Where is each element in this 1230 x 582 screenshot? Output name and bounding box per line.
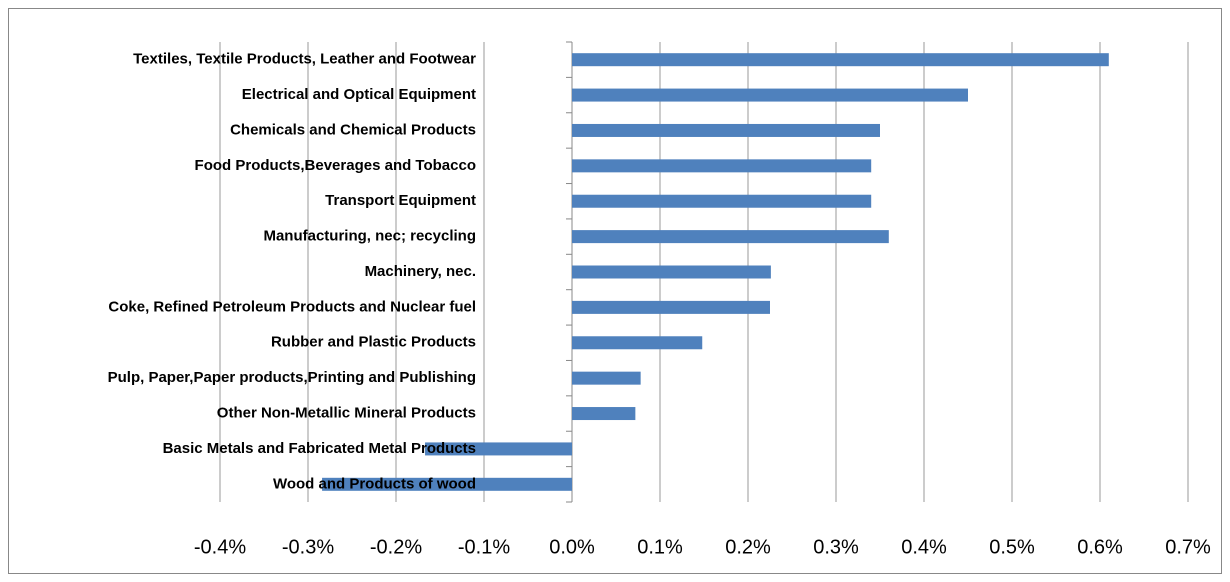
bar [572, 336, 703, 350]
bar [572, 407, 636, 421]
category-label: Machinery, nec. [365, 263, 476, 280]
category-label: Rubber and Plastic Products [271, 334, 476, 351]
bar [572, 371, 641, 385]
x-tick-label: -0.1% [458, 536, 510, 558]
bar [572, 123, 880, 137]
x-tick-label: 0.6% [1077, 536, 1123, 558]
x-tick-label: 0.3% [813, 536, 859, 558]
category-label: Transport Equipment [325, 192, 476, 209]
category-label: Textiles, Textile Products, Leather and … [133, 51, 476, 68]
bar [572, 88, 968, 102]
bar [322, 477, 572, 491]
bars [322, 53, 1109, 491]
x-tick-label: -0.4% [194, 536, 246, 558]
bar [572, 159, 872, 173]
x-tick-label: 0.2% [725, 536, 771, 558]
category-label: Chemicals and Chemical Products [230, 121, 476, 138]
bar [572, 53, 1109, 67]
bar [572, 300, 770, 314]
chart-border [8, 8, 1222, 574]
grid [219, 41, 1189, 503]
category-label: Wood and Products of wood [273, 475, 476, 492]
x-tick-label: 0.5% [989, 536, 1035, 558]
category-label: Other Non-Metallic Mineral Products [217, 405, 476, 422]
bar [572, 265, 771, 279]
bar [572, 194, 872, 208]
x-tick-label: 0.1% [637, 536, 683, 558]
x-tick-label: 0.0% [549, 536, 595, 558]
bar [572, 230, 889, 244]
x-tick-label: -0.3% [282, 536, 334, 558]
x-tick-label: 0.7% [1165, 536, 1211, 558]
x-tick-label: -0.2% [370, 536, 422, 558]
category-label: Pulp, Paper,Paper products,Printing and … [108, 369, 476, 386]
category-label: Food Products,Beverages and Tobacco [195, 157, 476, 174]
x-tick-label: 0.4% [901, 536, 947, 558]
labels: -0.4% -0.3% -0.2% -0.1% 0.0% 0.1% 0.2% 0.3% 0.4%… [108, 51, 1211, 559]
bar [425, 442, 572, 456]
category-label: Manufacturing, nec; recycling [263, 228, 476, 245]
category-label: Coke, Refined Petroleum Products and Nuc… [108, 298, 476, 315]
category-label: Electrical and Optical Equipment [242, 86, 476, 103]
category-label: Basic Metals and Fabricated Metal Produc… [163, 440, 476, 457]
